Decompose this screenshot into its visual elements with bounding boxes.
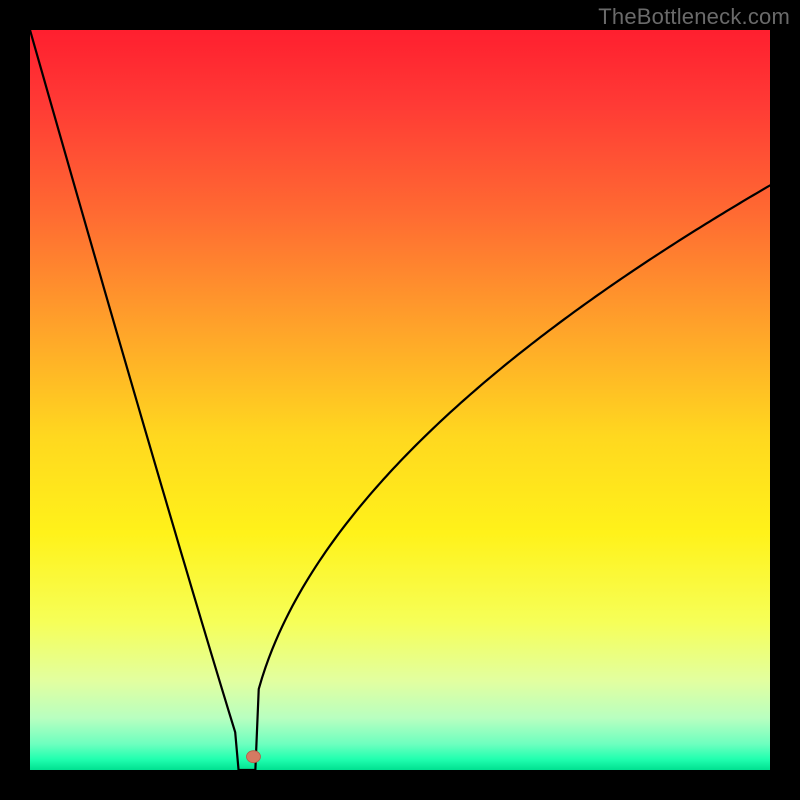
chart-stage: TheBottleneck.com <box>0 0 800 800</box>
bottleneck-curve-chart <box>0 0 800 800</box>
watermark-text: TheBottleneck.com <box>598 4 790 30</box>
minimum-marker <box>246 751 260 763</box>
gradient-background <box>30 30 770 770</box>
